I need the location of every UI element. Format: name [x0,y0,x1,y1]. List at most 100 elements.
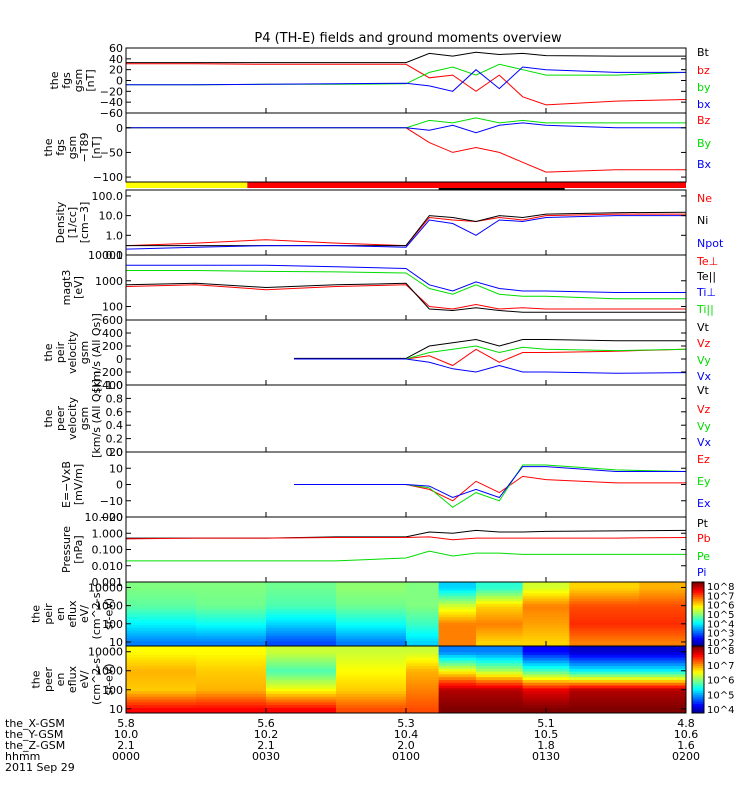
heatmap-cell [196,662,267,667]
legend-label: Vx [697,370,712,383]
heatmap-cell [126,707,197,711]
colorbar-step [692,631,704,634]
heatmap-cell [522,687,570,692]
y-tick-label: 600 [102,314,123,327]
heatmap-cell [639,622,687,626]
heatmap-cell [196,587,267,591]
heatmap-cell [126,696,197,700]
y-axis-label: thepeirenefluxeV/(cm^2-s-sr-eV) [30,589,116,640]
heatmap-cell [406,643,440,647]
heatmap-cell [406,701,440,706]
y-axis-label: E=−VxB[mV/m] [60,461,85,508]
y-tick-label: 0.6 [106,406,124,419]
svg-text:thefgsgsm[nT]: thefgsgsm[nT] [48,69,97,92]
y-tick-label: −400 [93,379,123,392]
y-tick-label: 0 [116,353,123,366]
panel-5: Vt Vz Vy Vx 6004002000−200−400thepeirvelocit… [42,313,712,392]
heatmap-cell [569,646,640,650]
colorbar-step [692,692,704,696]
heatmap-cell [336,682,407,686]
heatmap-cell [406,608,440,612]
heatmap-cell [266,668,337,672]
heatmap-cell [639,659,687,664]
y-tick-label: 1.0 [106,229,124,242]
legend-label: Vy [697,354,711,367]
legend-label: Vy [697,420,711,433]
colorbar-step [692,686,704,689]
heatmap-cell [126,673,197,678]
heatmap-cell [522,590,570,594]
colorbar-step [692,641,704,645]
heatmap-cell [336,710,407,714]
y-axis-label: magt3[eV] [60,270,85,306]
colorbar-step [692,584,704,587]
heatmap-cell [336,707,407,711]
colorbar-step [692,620,704,624]
x-axis-value: 10.5 [534,728,559,741]
panel-8: Pt Pb Pe Pi 10.000 1.000 0.100 0.010 0.001 Pressu… [60,511,711,589]
x-axis-value: 0130 [532,750,560,763]
x-axis-value: 10.6 [674,728,699,741]
heatmap-cell [476,622,524,626]
heatmap-cell [438,582,477,586]
legend-label: Ni [697,214,708,227]
colorbar-step [692,668,704,672]
heatmap-cell [569,627,640,631]
colorbar-step [692,646,704,649]
heatmap-cell [406,659,440,664]
colorbar-step [692,677,704,680]
heatmap-cell [196,673,267,678]
heatmap-cell [126,690,197,694]
heatmap-cell [639,665,687,669]
heatmap-cell [406,707,440,711]
heatmap-cell [126,671,197,675]
heatmap-cell [569,598,640,602]
heatmap-cell [569,614,640,618]
heatmap-cell [522,598,570,602]
heatmap-cell [126,600,197,604]
series-line-ni [126,211,687,247]
panel-frame [125,384,687,453]
y-tick-label: 10 [109,703,123,716]
heatmap-cell [266,616,337,620]
heatmap-cell [126,668,197,672]
y-tick-label: 0.0 [106,446,124,459]
heatmap-cell [406,690,440,694]
heatmap-cell [336,598,407,602]
panel-4: Te⊥ Te|| Ti⊥ Ti|| 10000 1000 100 magt3[eV] [60,249,718,321]
y-tick-label: 10 [109,462,123,475]
heatmap-cell [569,584,640,588]
heatmap-cell [266,651,337,655]
heatmap-cell [336,606,407,610]
y-tick-label: 10.000 [85,511,124,524]
heatmap-cell [196,632,267,636]
series-line-bx [126,122,686,134]
heatmap-cell [336,671,407,675]
heatmap-cell [476,582,524,586]
heatmap-cell [569,600,640,604]
heatmap-cell [196,657,267,661]
colorbar-step [692,697,704,701]
heatmap-cell [266,627,337,631]
heatmap-cell [266,640,337,644]
colorbar-step [692,605,704,609]
heatmap-cell [266,635,337,639]
y-tick-label: 0.001 [92,576,124,589]
heatmap-cell [196,696,267,700]
heatmap-cell [126,616,197,620]
heatmap-cell [126,630,197,634]
heatmap-cell [476,640,524,644]
colorbar-label: 10^7 [707,661,734,672]
heatmap-cell [196,710,267,714]
heatmap-cell [266,693,337,697]
colorbar-step [692,657,704,660]
heatmap-cell [336,668,407,672]
heatmap-cell [196,699,267,703]
heatmap-cell [336,685,407,689]
heatmap-cell [438,648,477,653]
colorbar-step [692,607,704,611]
colorbar-step [692,603,704,606]
heatmap-cell [196,608,267,612]
heatmap-cell [522,651,570,655]
